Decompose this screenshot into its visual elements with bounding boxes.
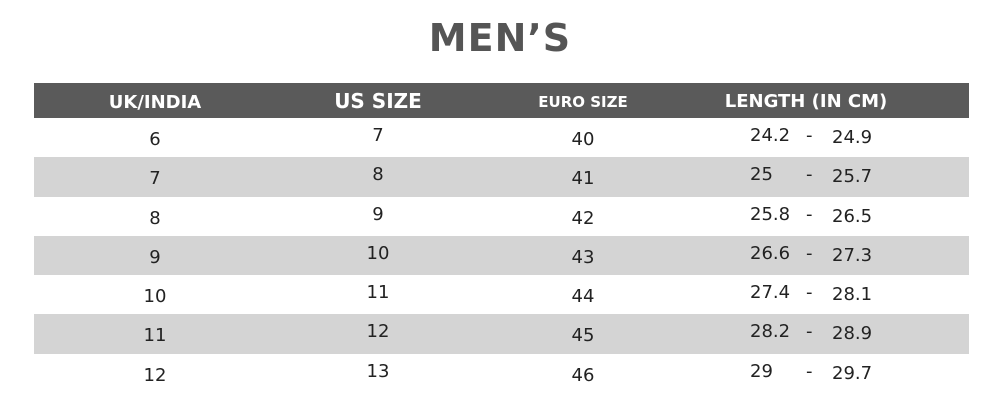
- table-row: 11 12 45 28.2-28.9: [34, 314, 969, 354]
- table-row: 7 8 41 25 -25.7: [34, 157, 969, 197]
- uk-size-cell: 11: [143, 325, 167, 347]
- euro-size-cell: 41: [571, 168, 595, 190]
- length-max-cell: 29.7: [832, 362, 873, 384]
- euro-size-cell: 44: [571, 286, 595, 308]
- uk-size-cell: 8: [149, 207, 161, 229]
- length-separator: -: [806, 360, 813, 382]
- header-euro-size: EURO SIZE: [538, 93, 628, 111]
- page-title: MEN’S: [428, 16, 572, 60]
- length-separator: -: [806, 203, 813, 225]
- length-min-cell: 28.2: [750, 321, 791, 343]
- length-separator: -: [806, 242, 813, 264]
- length-min-cell: 29: [750, 360, 773, 382]
- table-header: UK/INDIA US SIZE EURO SIZE LENGTH (IN CM…: [34, 83, 969, 118]
- length-separator: -: [806, 164, 813, 186]
- uk-size-cell: 12: [143, 364, 167, 386]
- length-separator: -: [806, 282, 813, 304]
- length-max-cell: 27.3: [832, 244, 873, 266]
- us-size-cell: 7: [372, 125, 384, 146]
- euro-size-cell: 45: [571, 325, 595, 347]
- euro-size-cell: 40: [571, 129, 595, 150]
- uk-size-cell: 10: [143, 286, 167, 308]
- header-uk-india: UK/INDIA: [108, 92, 202, 113]
- uk-size-cell: 7: [149, 168, 161, 190]
- us-size-cell: 11: [366, 282, 390, 304]
- euro-size-cell: 46: [571, 364, 595, 386]
- us-size-cell: 9: [372, 203, 384, 225]
- us-size-cell: 10: [366, 242, 390, 264]
- length-min-cell: 25.8: [750, 203, 791, 225]
- table-row: 6 7 40 24.2-24.9: [34, 118, 969, 157]
- euro-size-cell: 43: [571, 246, 595, 268]
- euro-size-cell: 42: [571, 207, 595, 229]
- table-row: 9 10 43 26.6-27.3: [34, 235, 969, 276]
- length-separator: -: [806, 321, 813, 343]
- length-min-cell: 26.6: [750, 242, 791, 264]
- length-separator: -: [806, 125, 813, 146]
- table-row: 10 11 44 27.4-28.1: [34, 275, 969, 314]
- length-max-cell: 24.9: [832, 127, 873, 148]
- length-max-cell: 26.5: [832, 205, 873, 227]
- us-size-cell: 12: [366, 321, 390, 343]
- size-chart-table: UK/INDIA US SIZE EURO SIZE LENGTH (IN CM…: [34, 83, 969, 393]
- length-max-cell: 28.9: [832, 323, 873, 345]
- us-size-cell: 8: [372, 164, 384, 186]
- length-min-cell: 27.4: [750, 282, 791, 304]
- uk-size-cell: 9: [149, 246, 161, 268]
- length-max-cell: 25.7: [832, 166, 873, 188]
- header-us-size: US SIZE: [334, 89, 422, 113]
- uk-size-cell: 6: [149, 129, 161, 150]
- length-min-cell: 24.2: [750, 125, 791, 146]
- length-min-cell: 25: [750, 164, 773, 186]
- us-size-cell: 13: [366, 360, 390, 382]
- length-max-cell: 28.1: [832, 284, 873, 306]
- header-length: LENGTH (IN CM): [724, 91, 888, 112]
- table-row: 8 9 42 25.8-26.5: [34, 197, 969, 236]
- table-row: 12 13 46 29 -29.7: [34, 354, 969, 393]
